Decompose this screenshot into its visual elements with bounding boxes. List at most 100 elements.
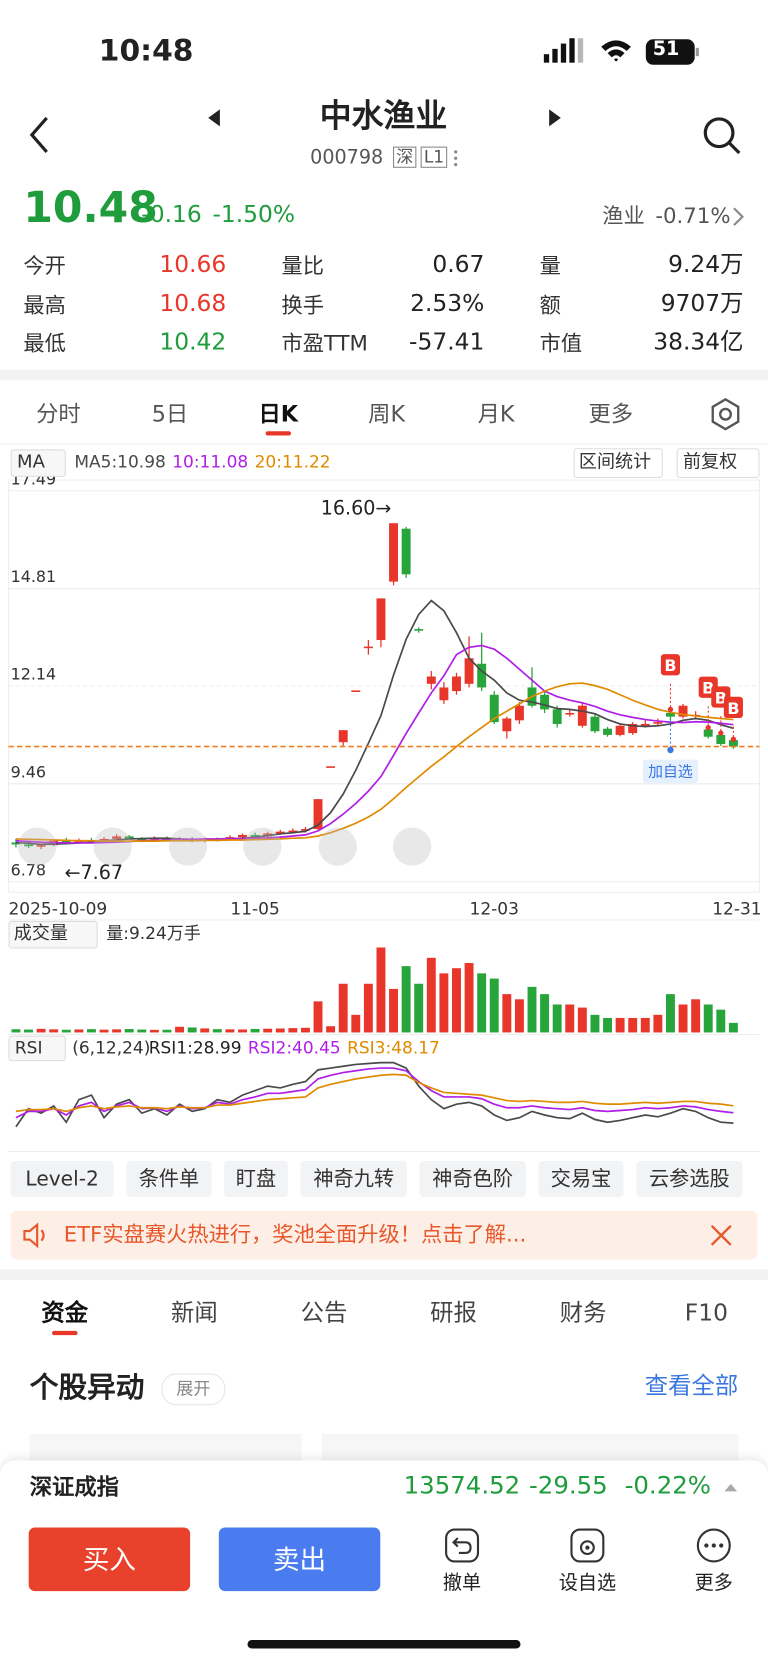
candle-body [414, 629, 424, 631]
candle-body [351, 690, 361, 692]
period-tab[interactable]: 月K [477, 401, 515, 428]
more-label[interactable]: 更多 [694, 1572, 733, 1595]
volume-bar [653, 1014, 663, 1033]
cancel-label[interactable]: 撤单 [442, 1572, 482, 1595]
price-change-pct: -1.50% [212, 201, 296, 229]
volume-select[interactable] [8, 920, 98, 949]
back-button[interactable] [21, 112, 63, 159]
period-tab[interactable]: 更多 [588, 401, 634, 428]
candle-body [288, 830, 298, 833]
volume-bar [36, 1028, 46, 1033]
volume-bar [389, 988, 399, 1033]
chart-settings[interactable] [707, 396, 743, 432]
x-tick-label: 2025-10-09 [8, 900, 107, 920]
candle-body [376, 598, 386, 641]
indicator-select[interactable] [10, 449, 66, 477]
volume-bar [489, 978, 499, 1033]
period-tab[interactable]: 分时 [36, 401, 81, 428]
watch-tag [642, 759, 699, 783]
period-tab[interactable]: 周K [368, 401, 406, 428]
banner-close[interactable] [708, 1223, 733, 1248]
rsi-line [15, 1067, 734, 1119]
candle-body [36, 845, 46, 847]
candle-body [124, 836, 134, 839]
volume-bar [426, 957, 436, 1033]
stat-label: 量比 [281, 252, 324, 279]
buy-button[interactable]: 买入 [28, 1527, 191, 1592]
rsi-select[interactable] [8, 1035, 66, 1062]
watch-icon[interactable] [569, 1527, 605, 1563]
volume-bar [187, 1027, 197, 1033]
info-tab[interactable]: F10 [684, 1300, 728, 1327]
prev-stock[interactable] [204, 106, 225, 129]
candle-body [439, 687, 449, 701]
banner[interactable] [10, 1210, 758, 1260]
tool-chip[interactable]: Level-2 [10, 1160, 114, 1198]
marker-dot [730, 736, 737, 742]
candle-body [313, 799, 323, 830]
view-all-link[interactable]: 查看全部 [644, 1373, 739, 1400]
candle-body [678, 705, 688, 717]
ma-line [15, 599, 734, 846]
ma-legend: MA5:10.98 10:11.08 20:11.22 [74, 453, 337, 471]
more-dots[interactable] [450, 149, 461, 170]
candle-body [728, 740, 738, 747]
candle-body [590, 716, 600, 732]
cancel-icon[interactable] [444, 1527, 480, 1563]
tool-chip[interactable]: 云参选股 [636, 1160, 743, 1198]
expand-toggle[interactable]: 展开 [161, 1373, 226, 1406]
volume-bar [250, 1028, 260, 1033]
stat-value: 10.66 [159, 251, 227, 279]
status-icons [543, 38, 699, 65]
candle-body [326, 766, 336, 768]
search-button[interactable] [699, 113, 746, 160]
volume-bar [74, 1029, 84, 1033]
candle-body [665, 713, 675, 717]
x-tick-label: 12-31 [712, 900, 761, 920]
info-tab[interactable]: 财务 [559, 1300, 607, 1327]
nav-control [93, 827, 132, 866]
tool-chip[interactable]: 神奇色阶 [419, 1160, 526, 1198]
marker-dot [705, 724, 711, 731]
next-stock[interactable] [544, 106, 565, 129]
candle-body [502, 718, 512, 732]
info-tab[interactable]: 公告 [300, 1300, 348, 1327]
range-stats-button[interactable] [573, 448, 663, 478]
sector-name[interactable]: 渔业 [602, 202, 645, 229]
indicator-name: MA [16, 451, 45, 473]
period-tab[interactable]: 5日 [151, 401, 189, 428]
section-title: 个股异动 [29, 1371, 145, 1405]
adjust-button[interactable] [676, 448, 760, 478]
stat-label: 额 [539, 292, 561, 318]
tool-chip[interactable]: 神奇九转 [300, 1160, 407, 1198]
marker-dot [718, 730, 724, 736]
volume-bar [137, 1029, 147, 1033]
volume-bar [212, 1029, 222, 1033]
more-icon[interactable] [696, 1527, 732, 1563]
volume-bar [728, 1022, 738, 1033]
home-indicator [247, 1640, 521, 1649]
extreme-label: ←7.67 [64, 861, 123, 884]
expand-arrow[interactable] [723, 1482, 738, 1493]
candle-body [514, 705, 524, 721]
tool-chip[interactable]: 条件单 [126, 1160, 212, 1198]
watch-label[interactable]: 设自选 [558, 1572, 617, 1595]
sell-button[interactable]: 卖出 [218, 1527, 381, 1592]
stat-value: 10.42 [159, 329, 227, 356]
period-tab[interactable]: 日K [258, 401, 299, 428]
tool-chip[interactable]: 交易宝 [538, 1160, 624, 1198]
volume-bar [351, 1014, 361, 1033]
nav-control [243, 827, 282, 866]
index-change-pct: -0.22% [624, 1472, 712, 1500]
tab-underline [52, 1330, 78, 1336]
rsi-legend-item: RSI3:48.17 [347, 1037, 440, 1058]
info-tab[interactable]: 新闻 [170, 1300, 218, 1327]
stat-value: 0.67 [432, 251, 485, 279]
info-tab[interactable]: 资金 [41, 1300, 89, 1327]
volume-bar [527, 986, 537, 1033]
tool-chip[interactable]: 盯盘 [224, 1160, 288, 1198]
info-tab[interactable]: 研报 [430, 1300, 477, 1327]
last-price: 10.48 [23, 183, 158, 233]
